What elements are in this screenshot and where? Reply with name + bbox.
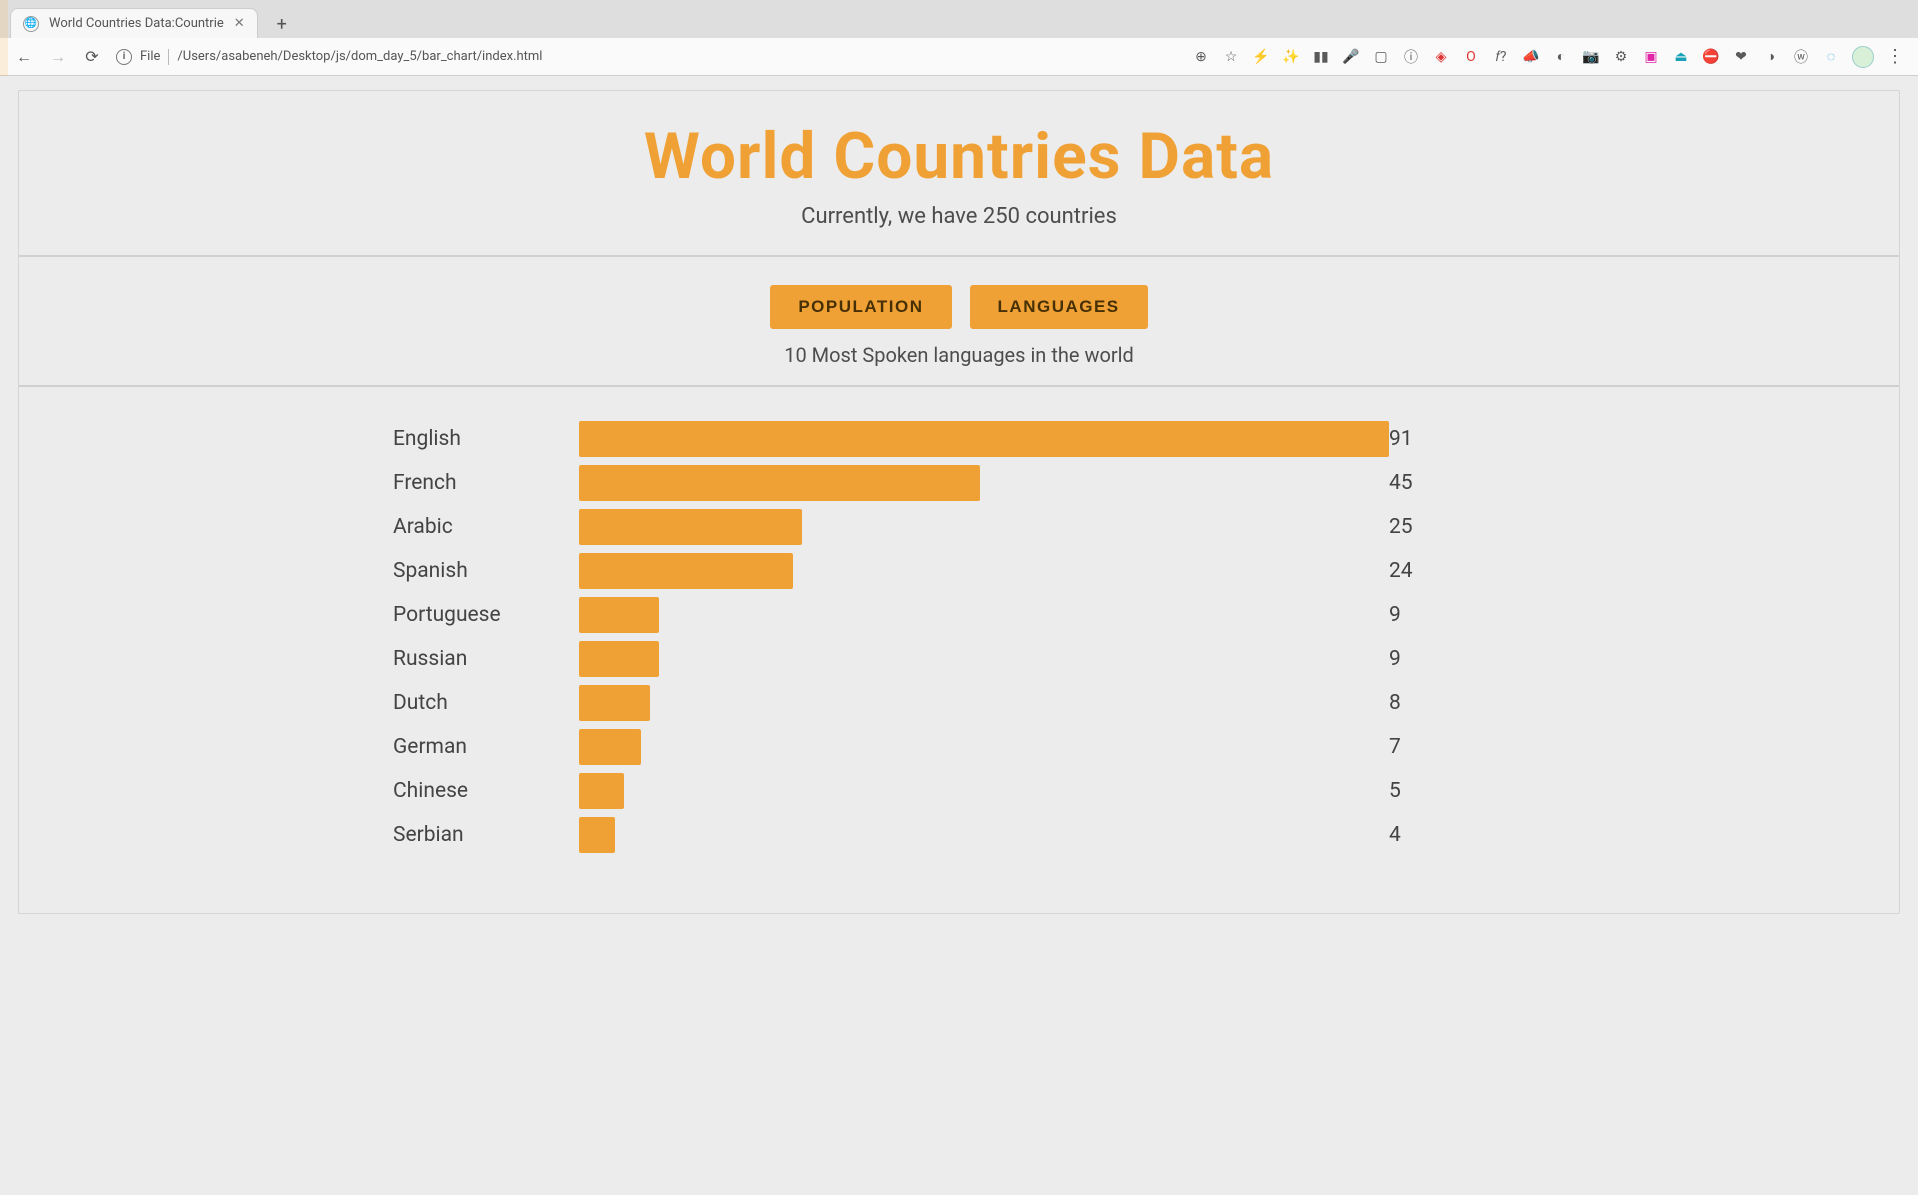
chart-bar [579, 817, 615, 853]
chart-row-value: 9 [1389, 603, 1529, 627]
chart-row-label: Arabic [389, 515, 579, 539]
globe-icon: 🌐 [23, 16, 39, 32]
chart-row-value: 4 [1389, 823, 1529, 847]
url-separator [168, 49, 169, 65]
url-scheme: File [140, 49, 160, 64]
page-subtitle: Currently, we have 250 countries [29, 204, 1889, 229]
api-icon[interactable]: ▣ [1642, 48, 1660, 66]
close-tab-icon[interactable]: ✕ [234, 16, 245, 31]
chart-bar-cell [579, 553, 1389, 589]
chart-bar-cell [579, 773, 1389, 809]
chart-row-label: Chinese [389, 779, 579, 803]
chart-bar-cell [579, 509, 1389, 545]
heart-icon[interactable]: ❤ [1732, 48, 1750, 66]
chart-bar [579, 553, 793, 589]
chart-bar [579, 421, 1389, 457]
zoom-icon[interactable]: ⊕ [1192, 48, 1210, 66]
chart-row-value: 7 [1389, 735, 1529, 759]
chart-bar-cell [579, 597, 1389, 633]
chart-bar [579, 773, 624, 809]
info-icon[interactable]: ⓘ [1402, 48, 1420, 66]
sparkle-icon[interactable]: ✨ [1282, 48, 1300, 66]
chart-bar-cell [579, 685, 1389, 721]
camera-icon[interactable]: 📷 [1582, 48, 1600, 66]
profile-avatar[interactable] [1852, 46, 1874, 68]
extension-icons: ⊕ ☆ ⚡ ✨ ▮▮ 🎤 ▢ ⓘ ◈ O𝑓? 📣 ◐ 📷 ⚙ ▣ ⏏ ⛔ ❤ ◑ ⓦ ◌ ⋮ [1192, 46, 1904, 68]
url-path: /Users/asabeneh/Desktop/js/dom_day_5/bar… [177, 49, 542, 64]
chart-row-value: 8 [1389, 691, 1529, 715]
chart-row-label: German [389, 735, 579, 759]
gear-icon[interactable]: ⚙ [1612, 48, 1630, 66]
chart-row-label: Serbian [389, 823, 579, 847]
chart-bar-cell [579, 817, 1389, 853]
button-row: Population Languages [29, 285, 1889, 329]
chart-row-value: 24 [1389, 559, 1529, 583]
star-icon[interactable]: ☆ [1222, 48, 1240, 66]
languages-button[interactable]: Languages [970, 285, 1148, 329]
chart-row-value: 91 [1389, 427, 1529, 451]
browser-toolbar: ← → ⟳ i File /Users/asabeneh/Desktop/js/… [0, 38, 1918, 76]
header-block: World Countries Data Currently, we have … [19, 91, 1899, 257]
new-tab-button[interactable]: + [268, 10, 296, 38]
population-button[interactable]: Population [770, 285, 951, 329]
address-bar[interactable]: i File /Users/asabeneh/Desktop/js/dom_da… [116, 49, 542, 65]
chart-bar [579, 685, 650, 721]
chart-bar [579, 465, 980, 501]
chart-bar [579, 729, 641, 765]
chart-grid: English91French45Arabic25Spanish24Portug… [389, 421, 1529, 853]
chart-bar-cell [579, 421, 1389, 457]
opera-icon[interactable]: O [1462, 48, 1480, 66]
chart-block: English91French45Arabic25Spanish24Portug… [19, 387, 1899, 913]
chart-row-label: English [389, 427, 579, 451]
chart-row-value: 25 [1389, 515, 1529, 539]
page-title: World Countries Data [29, 119, 1889, 194]
circle-icon[interactable]: ◐ [1552, 48, 1570, 66]
fp-icon[interactable]: 𝑓? [1492, 48, 1510, 66]
chart-bar [579, 597, 659, 633]
refresh-icon[interactable]: ◌ [1822, 48, 1840, 66]
square-icon[interactable]: ▢ [1372, 48, 1390, 66]
chart-row-label: Spanish [389, 559, 579, 583]
page-card: World Countries Data Currently, we have … [18, 90, 1900, 914]
flame-icon[interactable]: ⚡ [1252, 48, 1270, 66]
megaphone-icon[interactable]: 📣 [1522, 48, 1540, 66]
chart-bar-cell [579, 729, 1389, 765]
chart-row-label: French [389, 471, 579, 495]
tab-title: World Countries Data:Countrie [49, 16, 224, 31]
mic-icon[interactable]: 🎤 [1342, 48, 1360, 66]
chart-bar-cell [579, 465, 1389, 501]
wp-icon[interactable]: ⓦ [1792, 48, 1810, 66]
back-button[interactable]: ← [14, 47, 34, 67]
chart-row-value: 45 [1389, 471, 1529, 495]
chart-bar [579, 509, 802, 545]
tab-strip: 🌐 World Countries Data:Countrie ✕ + [0, 0, 1918, 38]
chart-bar [579, 641, 659, 677]
site-info-icon[interactable]: i [116, 49, 132, 65]
chart-row-label: Dutch [389, 691, 579, 715]
adblock-icon[interactable]: ◈ [1432, 48, 1450, 66]
eject-icon[interactable]: ⏏ [1672, 48, 1690, 66]
page-viewport: World Countries Data Currently, we have … [0, 76, 1918, 1195]
browser-chrome: 🌐 World Countries Data:Countrie ✕ + ← → … [0, 0, 1918, 76]
controls-block: Population Languages 10 Most Spoken lang… [19, 257, 1899, 387]
kebab-menu-icon[interactable]: ⋮ [1886, 46, 1904, 67]
chart-row-label: Portuguese [389, 603, 579, 627]
controls-caption: 10 Most Spoken languages in the world [29, 343, 1889, 367]
chart-row-label: Russian [389, 647, 579, 671]
chart-bar-cell [579, 641, 1389, 677]
chart-row-value: 9 [1389, 647, 1529, 671]
bars-icon[interactable]: ▮▮ [1312, 48, 1330, 66]
noscript-icon[interactable]: ⛔ [1702, 48, 1720, 66]
reload-button[interactable]: ⟳ [82, 47, 102, 67]
browser-tab[interactable]: 🌐 World Countries Data:Countrie ✕ [10, 8, 258, 38]
moon-icon[interactable]: ◑ [1762, 48, 1780, 66]
forward-button[interactable]: → [48, 47, 68, 67]
chart-row-value: 5 [1389, 779, 1529, 803]
